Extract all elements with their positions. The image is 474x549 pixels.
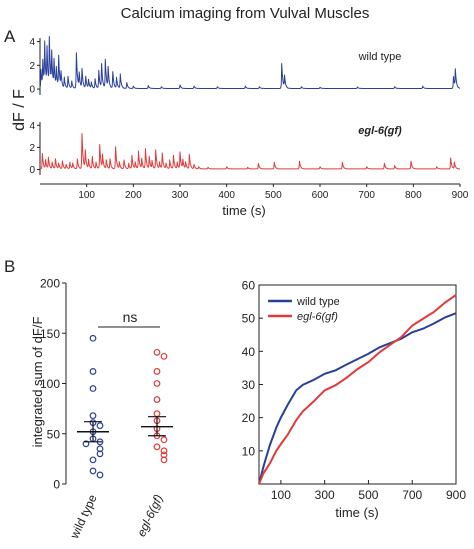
- cumulative-xlabel: time (s): [335, 505, 378, 520]
- trace-y-tick-label: 4: [29, 121, 35, 132]
- cumulative-egl6-line: [258, 294, 457, 485]
- data-point: [96, 450, 104, 458]
- cumulative-x-tick-label: 100: [271, 488, 291, 502]
- cumulative-y-tick-label: 40: [242, 345, 256, 359]
- egl6-trace-line: [40, 133, 460, 170]
- data-point: [153, 368, 161, 375]
- cumulative-x-tick-label: 700: [402, 488, 422, 502]
- data-point: [153, 396, 161, 403]
- cumulative-y-tick-label: 30: [242, 378, 256, 392]
- data-point: [89, 334, 97, 342]
- panel-label-b: B: [4, 257, 15, 276]
- data-point: [153, 380, 161, 387]
- integrated-sum-points: [82, 334, 168, 479]
- data-point: [89, 412, 97, 420]
- traces-ylabel: dF / F: [11, 89, 28, 131]
- egl6-y-axis: 0 2 4: [29, 121, 41, 176]
- cumulative-x-tick-label: 300: [315, 488, 335, 502]
- integrated-sum-ylabel: integrated sum of dF/F: [30, 317, 45, 448]
- figure-title: Calcium imaging from Vulval Muscles: [121, 5, 370, 22]
- data-point: [160, 352, 168, 360]
- cumulative-axes: 10 20 30 40 50 60 100 300 500 700 900: [242, 279, 467, 503]
- data-point: [82, 440, 90, 448]
- integrated-sum-error-bars: [77, 416, 173, 443]
- cumulative-x-tick-label: 900: [446, 488, 466, 502]
- category-label-egl6: egl-6(gf): [134, 492, 166, 538]
- data-point: [160, 436, 168, 444]
- traces-x-tick-label: 600: [312, 190, 329, 201]
- traces-x-tick-label: 500: [265, 190, 282, 201]
- trace-y-tick-label: 0: [29, 85, 35, 96]
- data-point: [160, 447, 168, 455]
- category-label-wild-type: wild type: [67, 492, 100, 541]
- egl6-trace-label: egl-6(gf): [358, 125, 402, 137]
- trace-y-tick-label: 0: [29, 165, 35, 176]
- traces-x-tick-label: 200: [125, 190, 142, 201]
- integrated-sum-chart: integrated sum of dF/F 0 50 100 150 200 ns w…: [30, 277, 173, 541]
- cumulative-y-tick-label: 60: [242, 279, 256, 293]
- legend-label-egl6: egl-6(gf): [297, 311, 338, 323]
- traces-x-tick-label: 800: [405, 190, 422, 201]
- integrated-sum-y-tick-label: 0: [53, 478, 60, 492]
- significance-label: ns: [123, 309, 138, 325]
- traces-x-tick-label: 900: [452, 190, 469, 201]
- data-point: [89, 368, 97, 375]
- trace-y-tick-label: 2: [29, 143, 35, 154]
- trace-y-tick-label: 4: [29, 37, 35, 48]
- traces-x-tick-label: 400: [218, 190, 235, 201]
- traces-chart: dF / F 0 2 4 wild type 0 2 4 egl-6(gf) 100 20…: [11, 36, 469, 218]
- panel-label-a: A: [4, 27, 16, 46]
- cumulative-chart: 10 20 30 40 50 60 100 300 500 700 900 wild type eg…: [242, 279, 467, 521]
- legend-label-wild-type: wild type: [296, 296, 340, 308]
- cumulative-y-tick-label: 10: [242, 444, 256, 458]
- data-point: [153, 443, 161, 451]
- data-point: [153, 410, 161, 418]
- traces-x-tick-label: 100: [78, 190, 95, 201]
- traces-x-tick-label: 700: [358, 190, 375, 201]
- integrated-sum-y-tick-label: 50: [47, 427, 61, 441]
- trace-wild-type-panel: 0 2 4 wild type: [29, 36, 461, 96]
- integrated-sum-y-axis: 0 50 100 150 200: [40, 277, 67, 492]
- traces-xlabel: time (s): [222, 203, 265, 218]
- data-point: [153, 348, 161, 356]
- wild-type-y-axis: 0 2 4: [29, 37, 41, 96]
- data-point: [96, 422, 104, 430]
- data-point: [89, 456, 97, 464]
- cumulative-y-tick-label: 20: [242, 411, 256, 425]
- trace-y-tick-label: 2: [29, 61, 35, 72]
- traces-x-axis: 100 200 300 400 500 600 700 800 900: [40, 183, 469, 201]
- cumulative-x-tick-label: 500: [358, 488, 378, 502]
- cumulative-wild-type-line: [258, 312, 457, 485]
- integrated-sum-y-tick-label: 200: [40, 277, 60, 291]
- wild-type-trace-label: wild type: [358, 51, 402, 63]
- traces-x-tick-label: 300: [172, 190, 189, 201]
- integrated-sum-y-tick-label: 100: [40, 377, 60, 391]
- trace-egl6-panel: 0 2 4 egl-6(gf): [29, 121, 460, 176]
- data-point: [160, 456, 168, 464]
- cumulative-y-tick-label: 50: [242, 312, 256, 326]
- data-point: [89, 467, 97, 475]
- data-point: [89, 385, 97, 392]
- data-point: [96, 471, 104, 479]
- integrated-sum-y-tick-label: 150: [40, 327, 60, 341]
- cumulative-legend: wild type egl-6(gf): [268, 296, 340, 323]
- wild-type-trace-line: [39, 36, 461, 89]
